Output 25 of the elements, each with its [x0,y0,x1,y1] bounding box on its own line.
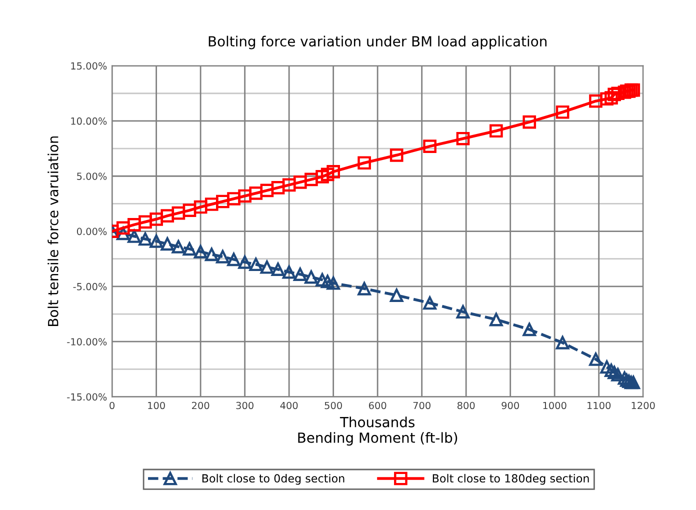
x-tick-label: 0 [110,402,115,410]
x-axis-title: Thousands Bending Moment (ft-lb) [298,416,458,446]
x-tick-label: 800 [457,402,475,410]
y-tick-label: 0.00% [76,228,107,236]
y-tick-label: -5.00% [73,282,107,290]
y-tick-label: 15.00% [71,62,107,70]
y-tick-label: 5.00% [77,172,107,180]
legend-label: Bolt close to 180deg section [432,474,589,485]
x-tick-label: 700 [413,402,430,410]
x-tick-label: 300 [236,402,254,410]
y-tick-label: -15.00% [67,393,107,401]
y-tick-label: 10.00% [71,117,107,125]
x-tick-label: 1000 [543,402,566,410]
x-tick-label: 1100 [588,402,611,410]
x-tick-label: 1200 [632,402,655,410]
x-tick-label: 400 [280,402,298,410]
x-tick-label: 500 [324,402,342,410]
y-tick-label: -10.00% [67,338,107,346]
chart-title: Bolting force variation under BM load application [208,36,546,50]
legend-label: Bolt close to 0deg section [202,474,344,485]
x-tick-label: 600 [368,402,386,410]
x-tick-label: 100 [148,402,165,410]
x-tick-label: 900 [502,402,519,410]
y-axis-title: Bolt tensile force varuiation [48,136,58,326]
x-tick-label: 200 [192,402,210,410]
